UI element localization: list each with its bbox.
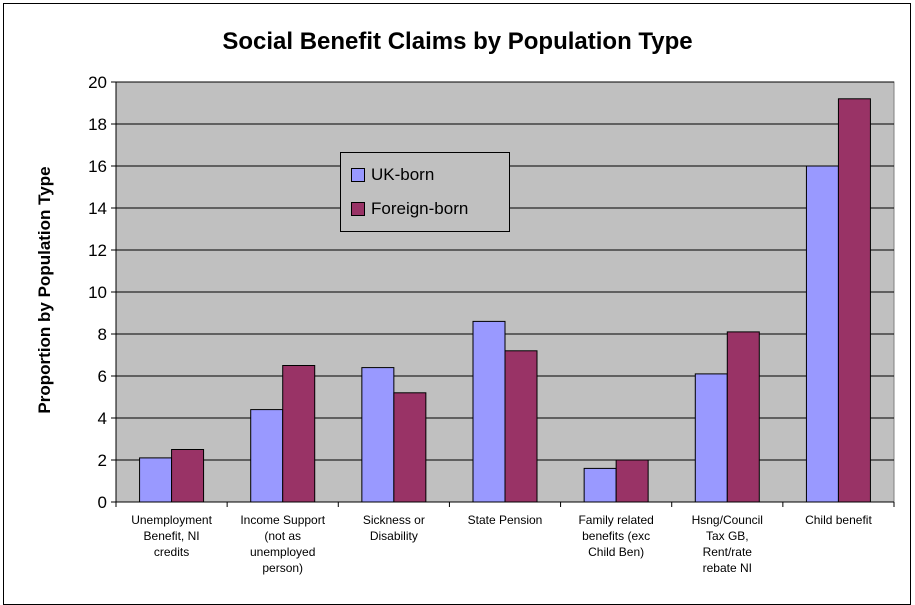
x-tick-label: Sickness or Disability xyxy=(344,512,444,544)
legend: UK-born Foreign-born xyxy=(340,152,510,232)
y-tick-label: 0 xyxy=(98,493,107,512)
y-tick-label: 16 xyxy=(88,157,107,176)
x-tick-label-line: Rent/rate xyxy=(702,545,752,559)
x-tick-label-line: person) xyxy=(262,561,304,575)
x-tick-label-line: benefits (exc xyxy=(582,529,651,543)
bar-foreign-born xyxy=(393,392,427,503)
bar-uk-born xyxy=(805,165,839,503)
bar-uk-born xyxy=(583,467,617,503)
x-tick-label-line: (not as xyxy=(264,529,302,543)
bar-foreign-born xyxy=(615,459,649,503)
bar-chart: 0 2 4 6 8 10 12 14 16 18 20 xyxy=(88,73,895,512)
y-tick-label: 12 xyxy=(88,241,107,260)
x-tick-label-line: Benefit, NI xyxy=(143,529,200,543)
bar-uk-born xyxy=(361,367,395,503)
legend-item-foreign-born: Foreign-born xyxy=(351,197,468,221)
bar-foreign-born xyxy=(171,449,205,503)
legend-item-uk-born: UK-born xyxy=(351,163,434,187)
x-tick-label-line: Child benefit xyxy=(805,513,872,527)
y-tick-label: 8 xyxy=(98,325,107,344)
y-tick-label: 6 xyxy=(98,367,107,386)
x-tick-label: Family related benefits (exc Child Ben) xyxy=(566,512,666,560)
x-tick-label-line: State Pension xyxy=(467,513,543,527)
bar-foreign-born xyxy=(282,365,316,503)
y-tick-label: 10 xyxy=(88,283,107,302)
bar-foreign-born xyxy=(504,350,538,503)
y-tick-label: 20 xyxy=(88,73,107,92)
x-tick-label: Income Support (not as unemployed person) xyxy=(233,512,333,576)
legend-label-foreign-born: Foreign-born xyxy=(371,199,469,218)
legend-swatch-foreign-born xyxy=(351,202,365,216)
x-tick-label: Unemployment Benefit, NI credits xyxy=(122,512,222,560)
x-tick-label-line: Family related xyxy=(578,513,654,527)
bar-uk-born xyxy=(139,457,173,503)
x-tick-label-line: rebate NI xyxy=(702,561,752,575)
bar-uk-born xyxy=(694,373,728,503)
x-tick-label: Hsng/Council Tax GB, Rent/rate rebate NI xyxy=(677,512,777,576)
y-tick-label: 2 xyxy=(98,451,107,470)
x-tick-label: Child benefit xyxy=(788,512,888,528)
bar-uk-born xyxy=(472,320,506,503)
x-tick-label-line: Hsng/Council xyxy=(691,513,763,527)
y-tick-label: 4 xyxy=(98,409,107,428)
legend-label-uk-born: UK-born xyxy=(371,165,435,184)
x-tick-label: State Pension xyxy=(455,512,555,528)
y-tick-label: 14 xyxy=(88,199,107,218)
x-tick-label-line: Tax GB, xyxy=(705,529,749,543)
x-tick-label-line: Child Ben) xyxy=(588,545,645,559)
y-tick-label: 18 xyxy=(88,115,107,134)
bar-uk-born xyxy=(250,409,284,503)
bar-foreign-born xyxy=(726,331,760,503)
x-tick-label-line: credits xyxy=(153,545,190,559)
chart-title: Social Benefit Claims by Population Type xyxy=(222,28,693,55)
x-tick-label-line: Unemployment xyxy=(131,513,212,527)
legend-swatch-uk-born xyxy=(351,168,365,182)
x-tick-label-line: Income Support xyxy=(240,513,326,527)
bar-foreign-born xyxy=(837,98,871,503)
x-tick-label-line: Disability xyxy=(369,529,418,543)
x-tick-label-line: Sickness or xyxy=(362,513,425,527)
x-tick-label-line: unemployed xyxy=(250,545,316,559)
